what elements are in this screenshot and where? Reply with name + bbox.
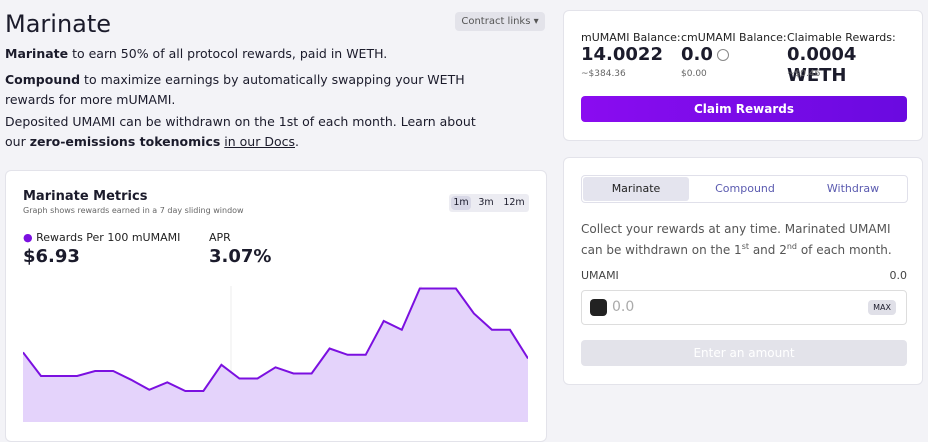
action-card: Marinate Compound Withdraw Collect your … [563, 157, 923, 385]
docs-link[interactable]: in our Docs [224, 134, 295, 149]
intro-text: to earn 50% of all protocol rewards, pai… [68, 46, 388, 61]
intro-end: . [295, 134, 299, 149]
contract-links[interactable]: Contract links ▾ [455, 12, 545, 31]
metrics-card: Marinate Metrics Graph shows rewards ear… [5, 170, 547, 442]
apr-label: APR [209, 231, 231, 244]
intro-bold: Marinate [5, 46, 69, 61]
desc-text: of each month. [797, 243, 892, 257]
contract-links-text: Contract links [461, 16, 531, 27]
input-balance: 0.0 [889, 269, 908, 282]
input-label: UMAMI [581, 269, 619, 282]
balance-card: mUMAMI Balance: 14.0022 ~$384.36 cmUMAMI Ba… [563, 10, 923, 141]
tab[interactable]: Compound [715, 182, 775, 195]
description: Collect your rewards at any time. Marina… [581, 220, 906, 259]
balance-value: 0.0 [681, 44, 713, 65]
balance-label: mUMAMI Balance: [581, 31, 681, 44]
balance-label: cmUMAMI Balance: [681, 31, 787, 44]
page-title: Marinate [5, 10, 112, 38]
reward-label: ● Rewards Per 100 mUMAMI [23, 231, 181, 244]
metrics-subtitle: Graph shows rewards earned in a 7 day sl… [23, 206, 244, 215]
balance-label: Claimable Rewards: [787, 31, 896, 44]
desc-text: Collect your rewards at any time. Marina… [581, 222, 891, 257]
page: Marinate Contract links ▾ Marinate to ea… [5, 10, 923, 442]
range-toggle: 1m 3m 12m [449, 194, 529, 212]
balance-usd: $0.00 [681, 69, 707, 79]
info-icon [717, 49, 729, 61]
tabs: Marinate Compound Withdraw [581, 175, 908, 203]
claim-button[interactable]: Claim Rewards [581, 96, 907, 122]
area [23, 288, 528, 422]
intro-bold: zero-emissions tokenomics [29, 134, 221, 149]
range-button[interactable]: 12m [503, 197, 525, 208]
submit-button[interactable]: Enter an amount [581, 340, 907, 366]
intro-2: Compound to maximize earnings by automat… [5, 70, 495, 110]
desc-text: and 2 [749, 243, 787, 257]
amount-input[interactable]: 0.0 MAX [581, 290, 907, 325]
tab[interactable]: Marinate [583, 177, 689, 201]
intro-1: Marinate to earn 50% of all protocol rew… [5, 44, 495, 64]
max-button[interactable]: MAX [868, 300, 896, 315]
line [23, 287, 528, 392]
intro-3: Deposited UMAMI can be withdrawn on the … [5, 112, 495, 152]
intro-text: to maximize earnings by automatically sw… [5, 72, 465, 107]
range-button[interactable]: 3m [478, 197, 494, 208]
reward-label-text: Rewards Per 100 mUMAMI [36, 231, 181, 244]
desc-sup: nd [786, 242, 797, 251]
input-placeholder: 0.0 [612, 299, 635, 315]
tab[interactable]: Withdraw [826, 182, 880, 195]
balance-value: 14.0022 [581, 44, 663, 65]
intro-text: Deposited UMAMI can be withdrawn on the … [5, 114, 476, 149]
intro-bold: Compound [5, 72, 81, 87]
apr-value: 3.07% [209, 246, 272, 267]
metrics-title: Marinate Metrics [23, 189, 148, 204]
token-icon [590, 299, 607, 316]
balance-value: 0.0004 WETH [787, 44, 857, 86]
reward-value: $6.93 [23, 246, 80, 267]
balance-usd: ~$0.46 [787, 69, 821, 79]
balance-usd: ~$384.36 [581, 69, 626, 79]
desc-sup: st [741, 242, 749, 251]
rewards-chart [23, 286, 528, 422]
range-button[interactable]: 1m [451, 196, 471, 210]
